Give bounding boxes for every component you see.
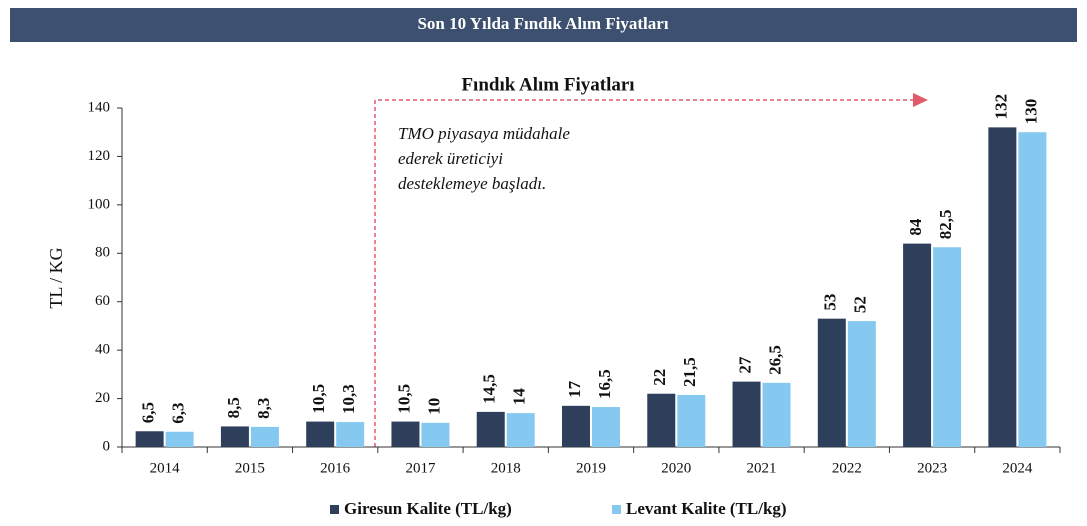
- value-label: 82,5: [936, 209, 955, 239]
- y-tick-label: 60: [95, 293, 110, 309]
- value-label: 10,3: [339, 384, 358, 414]
- value-label: 10: [424, 398, 443, 415]
- bar: [220, 426, 249, 447]
- annotation: desteklemeye başladı.: [398, 174, 546, 193]
- bar: [762, 382, 791, 447]
- value-label: 53: [821, 294, 840, 311]
- legend-swatch: [612, 505, 621, 514]
- bar: [250, 426, 279, 447]
- chart-title: Fındık Alım Fiyatları: [461, 74, 634, 95]
- y-tick-label: 0: [103, 438, 111, 454]
- x-tick-label: 2023: [917, 460, 947, 476]
- value-label: 84: [906, 218, 925, 236]
- y-tick-label: 20: [95, 390, 110, 406]
- x-tick-label: 2018: [491, 460, 521, 476]
- bar: [336, 422, 365, 447]
- value-label: 14: [510, 388, 529, 406]
- bar: [562, 405, 590, 447]
- bar: [1018, 132, 1047, 447]
- bar: [306, 421, 335, 447]
- bar: [476, 411, 505, 447]
- bar: [933, 247, 962, 447]
- y-tick-label: 100: [88, 196, 111, 212]
- value-label: 8,3: [254, 398, 273, 419]
- y-tick-label: 40: [95, 342, 110, 358]
- value-label: 26,5: [765, 345, 784, 375]
- x-tick-label: 2022: [832, 460, 862, 476]
- value-label: 6,5: [139, 402, 158, 423]
- x-tick-label: 2021: [747, 460, 777, 476]
- bar: [677, 394, 706, 447]
- y-tick-label: 80: [95, 245, 110, 261]
- x-tick-label: 2020: [661, 460, 691, 476]
- bar: [847, 321, 876, 447]
- bar: [988, 127, 1017, 447]
- value-label: 22: [650, 369, 669, 386]
- legend-label: Giresun Kalite (TL/kg): [344, 499, 512, 518]
- value-label: 6,3: [169, 402, 188, 423]
- x-tick-label: 2017: [405, 460, 436, 476]
- y-tick-label: 140: [88, 99, 111, 115]
- bar: [391, 421, 420, 447]
- bar: [903, 243, 932, 447]
- bar: [421, 422, 450, 447]
- value-label: 16,5: [595, 369, 614, 399]
- legend-label: Levant Kalite (TL/kg): [626, 499, 787, 518]
- value-label: 10,5: [394, 384, 413, 414]
- annotation: TMO piyasaya müdahale: [398, 124, 570, 143]
- value-label: 17: [565, 380, 584, 398]
- bar: [592, 407, 620, 447]
- value-label: 130: [1021, 99, 1040, 125]
- value-label: 8,5: [224, 397, 243, 418]
- y-axis-label: TL / KG: [46, 247, 66, 308]
- x-tick-label: 2014: [150, 460, 181, 476]
- legend-swatch: [330, 505, 339, 514]
- value-label: 14,5: [480, 374, 499, 404]
- annotation-line: [374, 99, 915, 447]
- y-tick-label: 120: [88, 148, 111, 164]
- bar: [135, 431, 164, 447]
- banner: [10, 8, 1077, 42]
- bar: [647, 393, 676, 447]
- x-tick-label: 2016: [320, 460, 351, 476]
- bar: [817, 318, 846, 447]
- x-tick-label: 2015: [235, 460, 265, 476]
- value-label: 27: [735, 356, 754, 374]
- value-label: 21,5: [680, 357, 699, 387]
- bar: [506, 413, 535, 447]
- x-tick-label: 2024: [1002, 460, 1033, 476]
- value-label: 10,5: [309, 384, 328, 414]
- x-tick-label: 2019: [576, 460, 606, 476]
- banner-title: Son 10 Yılda Fındık Alım Fiyatları: [417, 14, 668, 33]
- bar: [732, 381, 761, 447]
- annotation-arrow: [913, 93, 928, 107]
- value-label: 132: [991, 94, 1010, 120]
- annotation: ederek üreticiyi: [398, 149, 503, 168]
- value-label: 52: [851, 296, 870, 313]
- bar: [165, 431, 194, 447]
